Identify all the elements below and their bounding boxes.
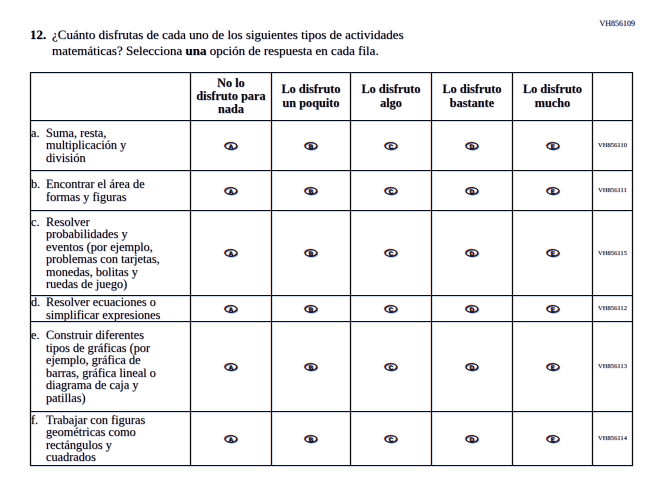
svg-text:C: C bbox=[389, 189, 394, 195]
svg-text:D: D bbox=[470, 365, 475, 371]
svg-text:E: E bbox=[550, 144, 554, 150]
svg-text:C: C bbox=[389, 307, 394, 313]
svg-text:B: B bbox=[309, 252, 314, 258]
svg-text:A: A bbox=[229, 437, 234, 443]
svg-text:D: D bbox=[470, 144, 475, 150]
svg-text:C: C bbox=[389, 252, 394, 258]
svg-text:B: B bbox=[309, 365, 314, 371]
svg-text:E: E bbox=[550, 307, 554, 313]
svg-text:A: A bbox=[229, 365, 234, 371]
svg-text:C: C bbox=[389, 437, 394, 443]
svg-text:D: D bbox=[470, 437, 475, 443]
svg-text:D: D bbox=[470, 252, 475, 258]
svg-text:A: A bbox=[229, 144, 234, 150]
svg-text:A: A bbox=[229, 252, 234, 258]
svg-text:E: E bbox=[550, 252, 554, 258]
svg-text:E: E bbox=[550, 437, 554, 443]
svg-text:E: E bbox=[550, 189, 554, 195]
svg-text:A: A bbox=[229, 307, 234, 313]
svg-text:B: B bbox=[309, 307, 314, 313]
svg-text:B: B bbox=[309, 144, 314, 150]
svg-text:D: D bbox=[470, 189, 475, 195]
svg-text:A: A bbox=[229, 189, 234, 195]
svg-text:C: C bbox=[389, 365, 394, 371]
svg-text:B: B bbox=[309, 437, 314, 443]
svg-text:E: E bbox=[550, 365, 554, 371]
svg-text:B: B bbox=[309, 189, 314, 195]
svg-text:D: D bbox=[470, 307, 475, 313]
svg-text:C: C bbox=[389, 144, 394, 150]
